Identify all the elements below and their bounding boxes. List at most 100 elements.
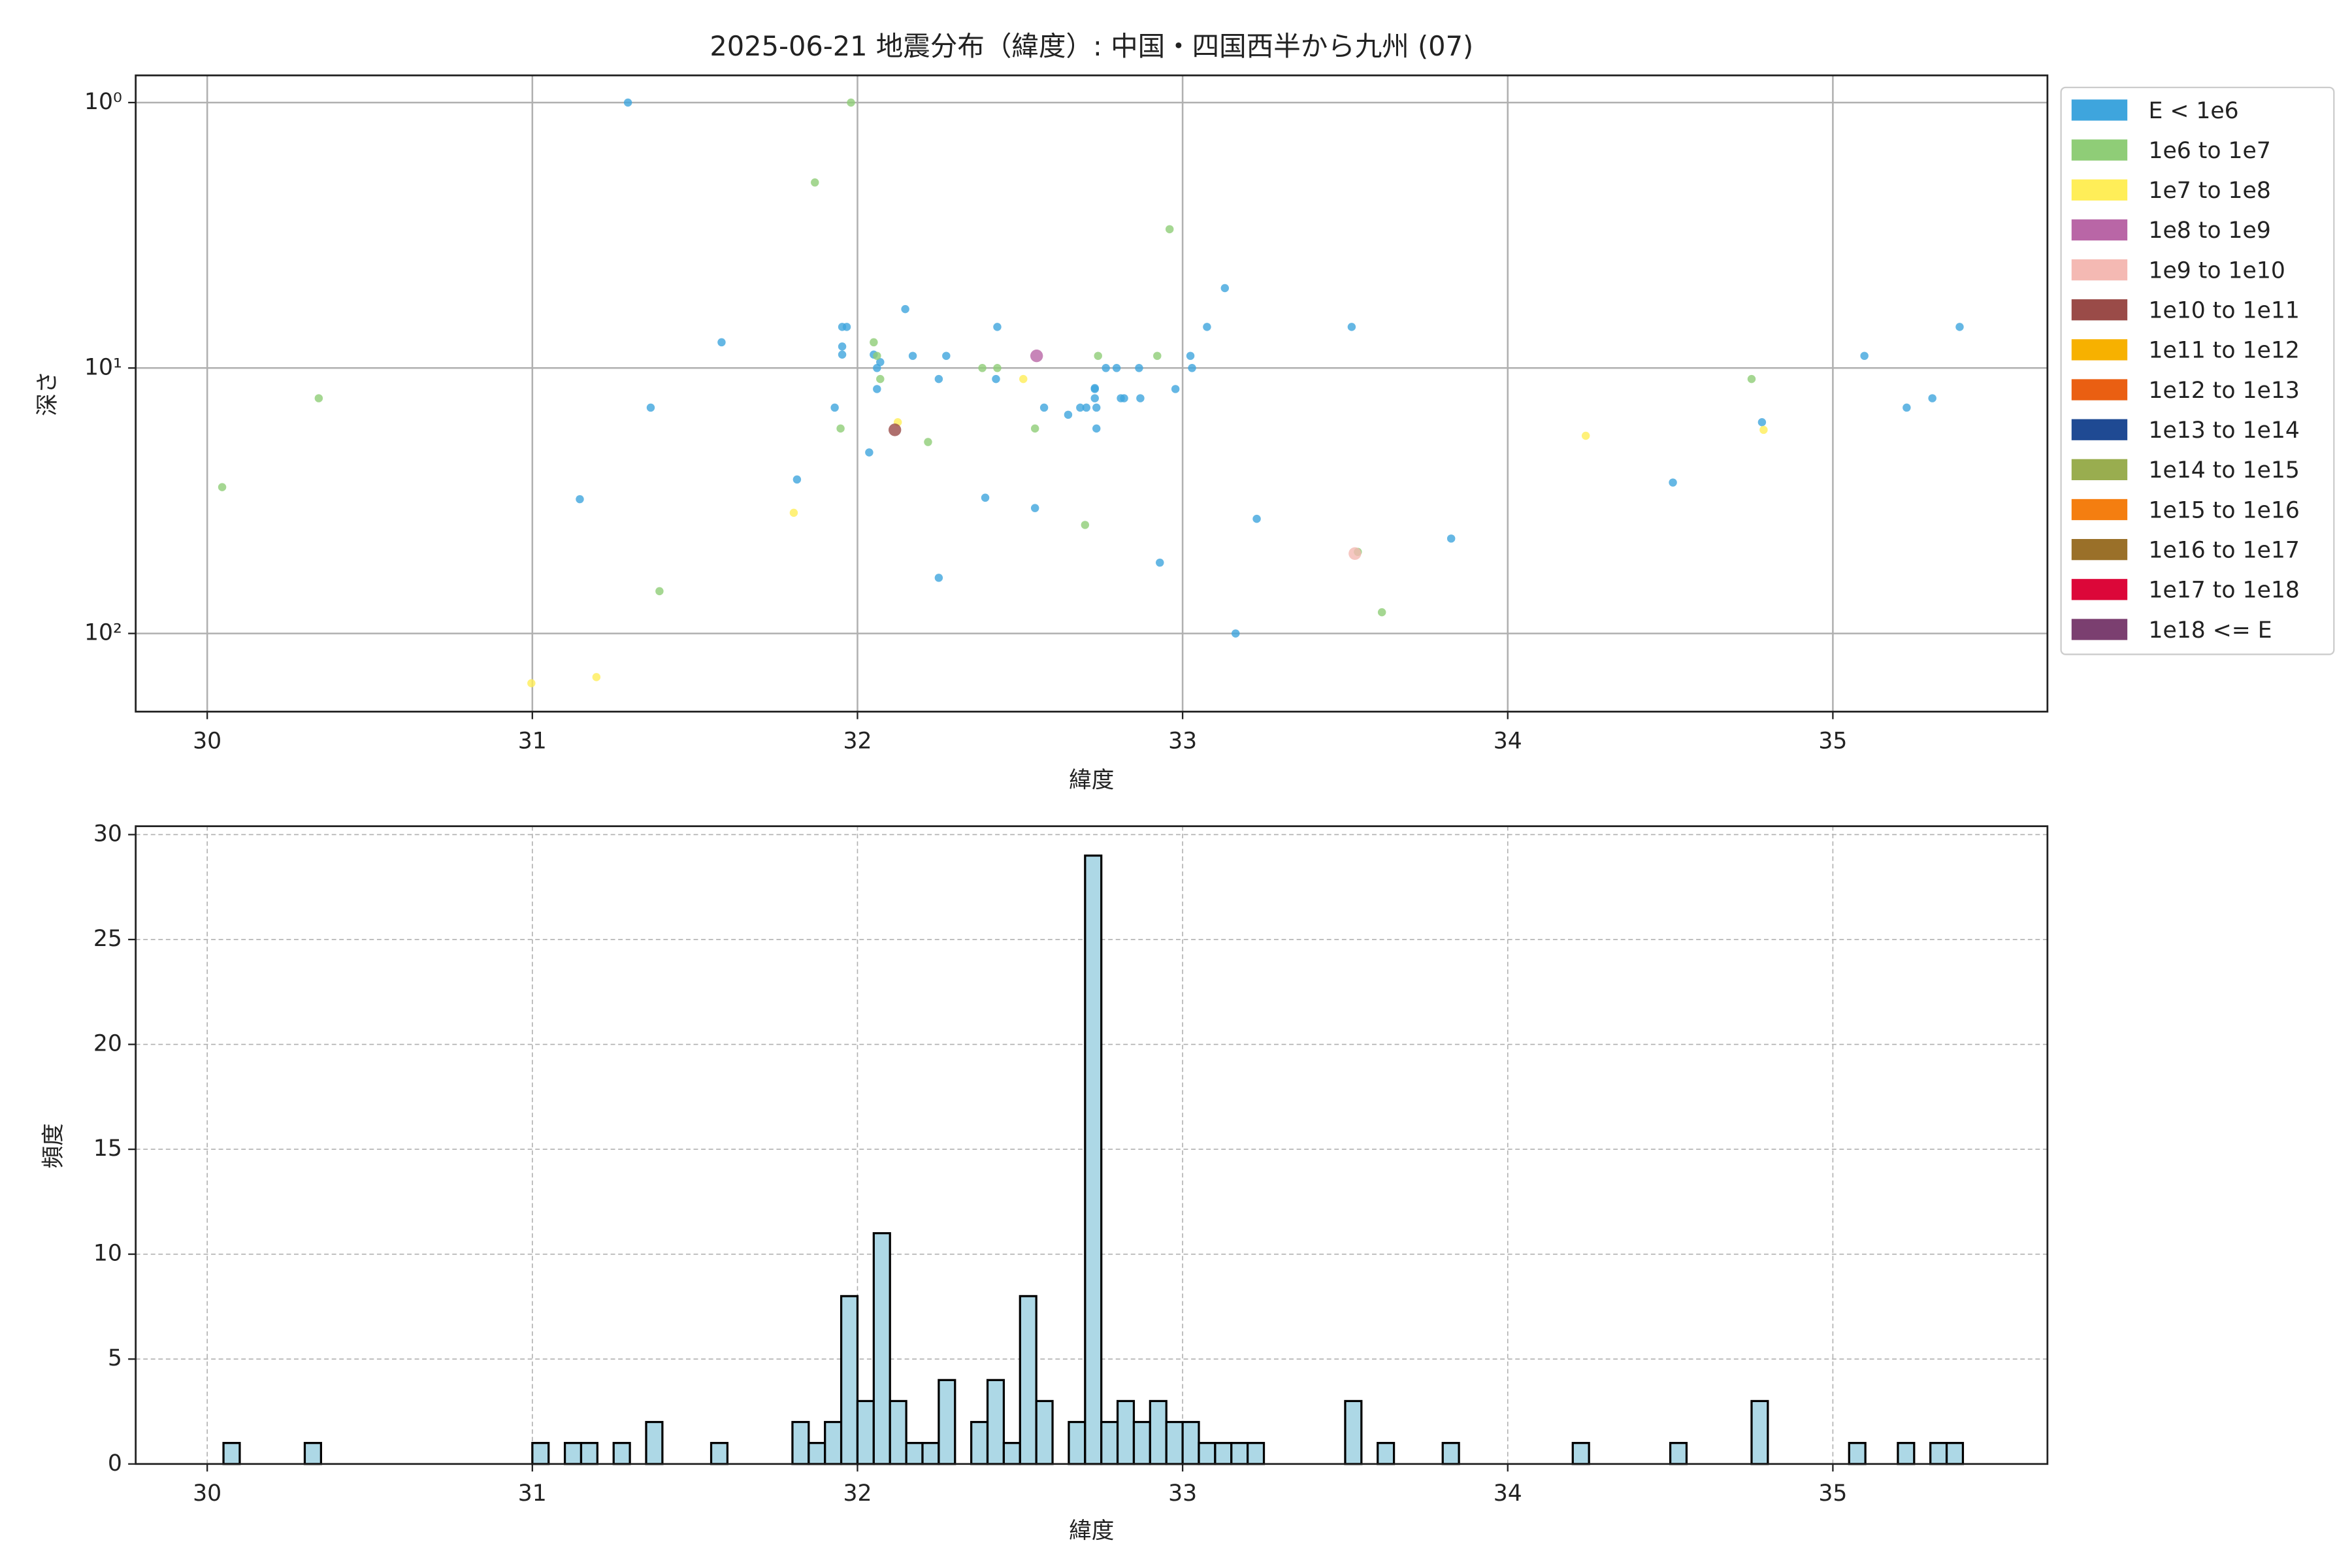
scatter-point — [717, 338, 726, 347]
scatter-point — [1186, 351, 1195, 360]
histogram-bar — [612, 1442, 631, 1465]
scatter-point — [942, 351, 951, 360]
legend-label: 1e15 to 1e16 — [2148, 497, 2299, 523]
scatter-point — [934, 574, 943, 582]
histogram-bar — [1132, 1420, 1151, 1465]
histogram-bar — [222, 1442, 241, 1465]
legend-label: 1e11 to 1e12 — [2148, 338, 2299, 364]
x-tick-label: 35 — [1818, 728, 1847, 754]
plot-frame — [135, 825, 2049, 1465]
histogram-bar — [986, 1379, 1005, 1465]
histogram-bar — [1945, 1442, 1965, 1465]
scatter-point — [870, 338, 878, 347]
histogram-bar — [1068, 1420, 1086, 1465]
scatter-point — [1030, 504, 1039, 512]
scatter-point — [1030, 349, 1043, 363]
scatter-point — [1446, 534, 1456, 543]
x-axis-label: 緯度 — [1069, 767, 1114, 793]
y-tick-label: 15 — [93, 1135, 122, 1162]
x-tick-label: 30 — [193, 1480, 221, 1507]
x-tick-label: 35 — [1818, 1480, 1847, 1507]
legend-label: 1e9 to 1e10 — [2148, 257, 2285, 284]
histogram-bar — [1848, 1442, 1867, 1465]
legend-label: E < 1e6 — [2148, 98, 2238, 124]
x-tick-label: 33 — [1168, 728, 1197, 754]
legend-label: 1e14 to 1e15 — [2148, 457, 2299, 483]
scatter-point — [993, 364, 1002, 372]
scatter-point — [1030, 424, 1039, 433]
histogram-bar — [889, 1399, 907, 1465]
y-tick-label: 20 — [93, 1031, 122, 1057]
histogram-bar — [938, 1379, 956, 1465]
histogram-bar — [580, 1442, 598, 1465]
histogram-bar — [1247, 1442, 1266, 1465]
scatter-point — [873, 351, 881, 360]
scatter-point — [1220, 284, 1230, 293]
legend: E < 1e6 1e6 to 1e7 1e7 to 1e8 1e8 to 1e9 1e9… — [2060, 86, 2335, 655]
histogram-bar — [1441, 1442, 1460, 1465]
x-tick-label: 34 — [1494, 728, 1522, 754]
histogram-bar — [710, 1442, 729, 1465]
scatter-point — [592, 673, 601, 681]
scatter-point — [623, 98, 632, 107]
scatter-point — [811, 178, 819, 187]
scatter-point — [1090, 384, 1099, 393]
scatter-point — [314, 394, 323, 402]
histogram-bar — [1214, 1442, 1233, 1465]
histogram-bar — [1571, 1442, 1590, 1465]
scatter-point — [847, 98, 855, 107]
histogram-bar — [1929, 1442, 1948, 1465]
scatter-point — [1102, 364, 1110, 372]
histogram-bar — [1002, 1442, 1021, 1465]
scatter-point — [655, 587, 664, 596]
scatter-point — [1669, 478, 1677, 487]
x-tick-label: 33 — [1168, 1480, 1197, 1507]
scatter-point — [646, 403, 655, 412]
scatter-point — [830, 403, 839, 412]
scatter-point — [842, 323, 851, 331]
histogram-bar — [856, 1399, 875, 1465]
legend-swatch — [2071, 419, 2128, 440]
histogram-bar — [1669, 1442, 1688, 1465]
scatter-point — [792, 475, 802, 484]
legend-swatch — [2071, 299, 2128, 321]
legend-swatch — [2071, 219, 2128, 241]
histogram-bar — [1084, 854, 1103, 1465]
x-tick-label: 31 — [518, 1480, 547, 1507]
legend-label: 1e16 to 1e17 — [2148, 537, 2299, 563]
scatter-point — [1347, 323, 1356, 331]
chart-title: 2025-06-21 地震分布（緯度）: 中国・四国西半から九州 (07) — [710, 30, 1473, 62]
legend-label: 1e7 to 1e8 — [2148, 178, 2270, 204]
scatter-point — [1112, 364, 1121, 372]
plot-frame — [135, 74, 2049, 713]
scatter-point — [1377, 608, 1386, 617]
scatter-point — [838, 350, 847, 359]
histogram-bar — [1181, 1420, 1200, 1465]
scatter-point — [908, 351, 917, 360]
scatter-point — [1019, 374, 1028, 384]
scatter-point — [1136, 394, 1145, 402]
scatter-point — [1188, 364, 1196, 372]
y-axis-label: 頻度 — [41, 1123, 67, 1168]
scatter-point — [924, 438, 932, 446]
legend-swatch — [2071, 339, 2128, 361]
histogram-bar — [1344, 1399, 1363, 1465]
scatter-point — [1231, 629, 1240, 638]
histogram-bar — [970, 1420, 989, 1465]
scatter-point — [1090, 394, 1099, 402]
histogram-bar — [808, 1442, 826, 1465]
histogram-bar — [1198, 1442, 1217, 1465]
scatter-point — [1094, 351, 1102, 360]
legend-label: 1e10 to 1e11 — [2148, 298, 2299, 324]
y-tick-label: 0 — [108, 1450, 122, 1477]
scatter-point — [1955, 323, 1964, 331]
histogram-bar — [905, 1442, 924, 1465]
x-tick-label: 31 — [518, 728, 547, 754]
scatter-point — [901, 304, 909, 314]
histogram-bar — [1750, 1399, 1769, 1465]
legend-swatch — [2071, 259, 2128, 281]
scatter-point — [1757, 417, 1767, 427]
x-tick-label: 32 — [843, 1480, 872, 1507]
